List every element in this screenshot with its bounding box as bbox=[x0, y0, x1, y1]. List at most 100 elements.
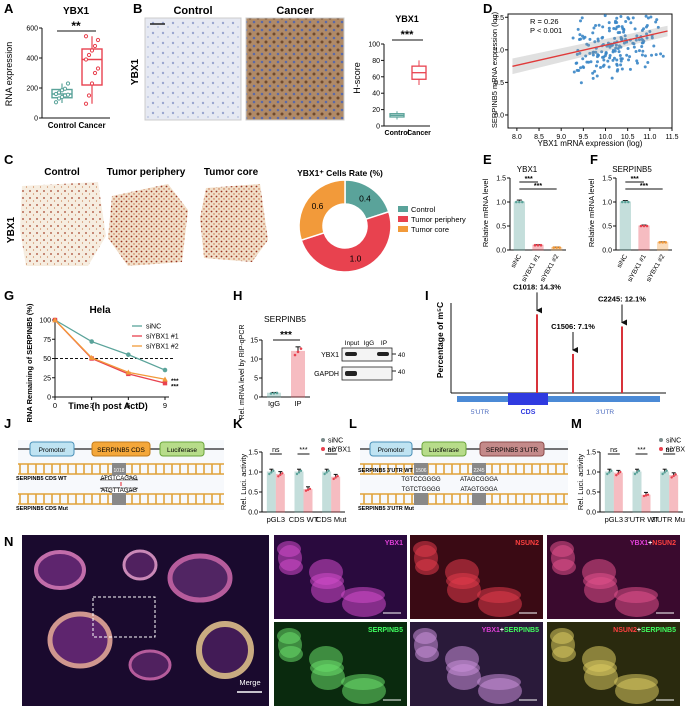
data-point bbox=[95, 37, 101, 43]
data-point bbox=[645, 32, 649, 36]
data-point bbox=[626, 47, 630, 51]
utr-mut-label: SERPINB5 3'UTR Mut bbox=[358, 506, 414, 512]
data-point bbox=[631, 16, 635, 20]
data-point bbox=[646, 16, 650, 20]
data-point bbox=[578, 19, 582, 23]
data-point bbox=[633, 472, 637, 476]
y-tick-label: 0 bbox=[376, 124, 380, 131]
y-tick-label: 0 bbox=[34, 116, 38, 123]
data-point bbox=[624, 19, 628, 23]
y-tick-label: 1.0 bbox=[494, 47, 504, 54]
mut-label: SERPINB5 CDS Mut bbox=[16, 506, 68, 512]
y-tick-label: 15 bbox=[250, 338, 258, 345]
data-point bbox=[585, 60, 589, 64]
panel-b-title: YBX1 bbox=[395, 14, 419, 24]
site-marker bbox=[472, 463, 486, 475]
data-point bbox=[607, 29, 611, 33]
data-point bbox=[661, 472, 664, 476]
panel-d: D R = 0.26 P < 0.001 YBX1 mRNA expressio… bbox=[483, 1, 679, 148]
utr-wt-label: SERPINB5 3'UTR WT bbox=[358, 468, 413, 474]
panel-b-control-title: Control bbox=[173, 5, 212, 17]
site-number: 1018 bbox=[113, 468, 124, 474]
data-point bbox=[639, 224, 643, 228]
data-point bbox=[572, 70, 576, 74]
sig-label: *** bbox=[171, 378, 179, 385]
data-point bbox=[627, 200, 630, 204]
bar bbox=[604, 471, 614, 513]
data-point bbox=[95, 66, 101, 71]
x-tick-label: 10.0 bbox=[599, 134, 613, 141]
data-point bbox=[628, 55, 632, 59]
data-point bbox=[613, 36, 617, 40]
data-point bbox=[627, 58, 631, 62]
y-tick-label: 80 bbox=[372, 58, 380, 65]
y-tick-label: 40 bbox=[372, 91, 380, 98]
panel-letter-h: H bbox=[233, 288, 242, 303]
panel-k: K Rel. Luci. activity 0.0 0.5 1.0 1.5 pGL3 ns… bbox=[233, 416, 351, 524]
sig-label: *** bbox=[299, 447, 307, 454]
promotor-label: Promotor bbox=[39, 447, 67, 454]
panel-letter-i: I bbox=[425, 288, 429, 303]
confidence-band bbox=[512, 25, 668, 75]
if-texture bbox=[584, 577, 618, 603]
y-tick-label: 50 bbox=[43, 356, 51, 363]
data-point bbox=[86, 93, 92, 98]
bar bbox=[632, 471, 642, 513]
panel-h-ylabel: Rel. mRNA level by RIP-qPCR bbox=[239, 325, 246, 420]
data-point bbox=[604, 52, 608, 56]
panel-h-axes: 0 5 10 15 IgG IP bbox=[250, 338, 310, 408]
tissue-control-image bbox=[20, 182, 106, 266]
panel-d-annot-r: R = 0.26 bbox=[530, 17, 559, 26]
panel-letter-d: D bbox=[483, 1, 492, 16]
if-texture bbox=[552, 646, 576, 662]
y-tick-label: 200 bbox=[26, 86, 38, 93]
data-point bbox=[613, 49, 617, 53]
data-point bbox=[592, 50, 596, 54]
data-point bbox=[336, 474, 339, 478]
data-point bbox=[83, 101, 89, 106]
bar bbox=[291, 350, 305, 398]
data-point bbox=[649, 15, 653, 19]
data-point bbox=[644, 25, 648, 29]
data-point bbox=[62, 86, 68, 91]
if-texture bbox=[447, 577, 481, 603]
data-point bbox=[575, 61, 579, 65]
legend-marker bbox=[659, 447, 663, 451]
data-point bbox=[608, 54, 612, 58]
data-point bbox=[588, 51, 592, 55]
data-point bbox=[658, 241, 661, 244]
serpinb5-3utr-label: SERPINB5 3'UTR bbox=[486, 447, 538, 454]
data-point bbox=[621, 200, 624, 204]
panel-n: N Merge YBX1 NSUN2 YBX1+NSUN2 SERPINB5 YBX1+… bbox=[4, 534, 680, 706]
data-point bbox=[575, 68, 579, 72]
data-point bbox=[270, 471, 273, 474]
y-tick-label: 0 bbox=[254, 395, 258, 402]
data-point bbox=[558, 246, 561, 249]
y-tick-label: 1.0 bbox=[602, 200, 612, 207]
panel-e: E YBX1 Relative mRNA level 0.0 0.5 1.0 1.5 s… bbox=[481, 152, 566, 283]
data-point bbox=[600, 36, 604, 40]
y-tick-label: 400 bbox=[26, 56, 38, 63]
legend-label: siNC bbox=[328, 438, 343, 445]
panel-b-ylabel: H-score bbox=[352, 62, 362, 94]
data-point bbox=[595, 74, 599, 78]
x-tick-label: CDS Mut bbox=[316, 515, 347, 524]
panel-m: M Rel. Luci. activity 0.0 0.5 1.0 1.5 pGL3 ns… bbox=[571, 416, 685, 524]
if-texture bbox=[447, 664, 481, 690]
panel-c: C Control Tumor periphery Tumor core YBX… bbox=[4, 152, 466, 273]
data-point bbox=[645, 224, 649, 228]
x-tick-label: 11.0 bbox=[643, 134, 656, 141]
data-point bbox=[663, 471, 666, 474]
data-point bbox=[279, 473, 282, 476]
data-point bbox=[607, 26, 611, 30]
channel-label: NSUN2+SERPINB5 bbox=[613, 627, 676, 634]
data-point bbox=[672, 474, 675, 478]
sig-label: ns bbox=[665, 447, 673, 454]
data-point bbox=[272, 391, 276, 395]
bar bbox=[638, 225, 650, 251]
panel-a-sig: ** bbox=[71, 19, 81, 33]
data-point bbox=[521, 200, 524, 204]
x-tick-label: siYBX1 #2 bbox=[645, 253, 666, 283]
